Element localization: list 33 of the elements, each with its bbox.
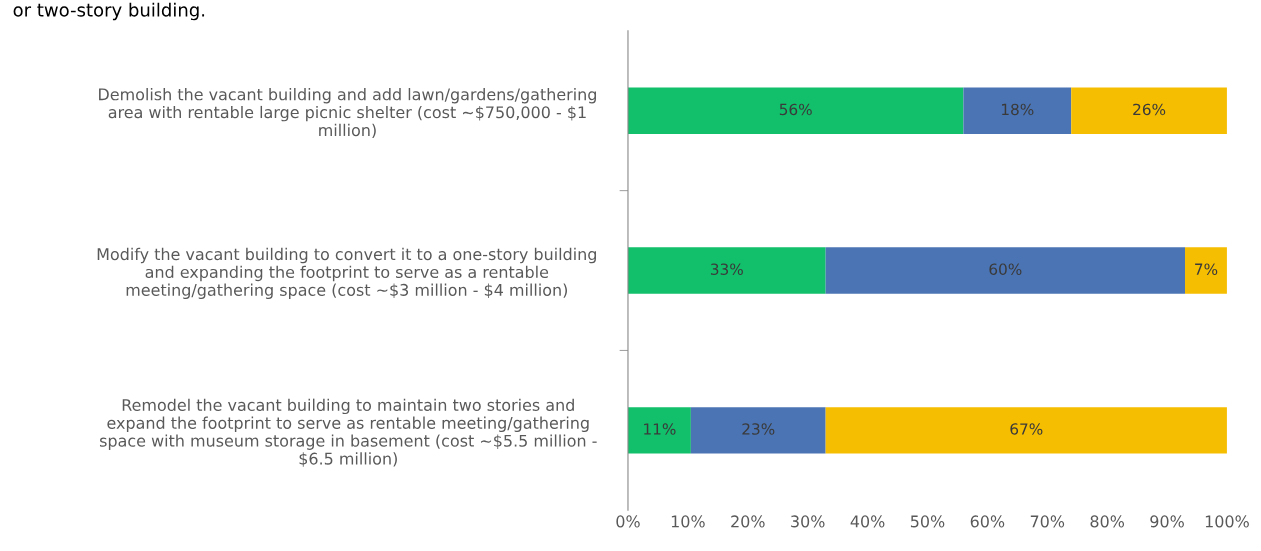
- x-tick-label: 40%: [850, 515, 885, 528]
- data-label: 33%: [711, 263, 743, 275]
- bar: [963, 87, 1072, 134]
- x-tick-label: 10%: [671, 515, 705, 528]
- x-tick-label: 0%: [616, 515, 640, 528]
- text: or two-story building.: [13, 2, 205, 21]
- x-tick-label: 90%: [1150, 515, 1184, 528]
- bar: [627, 247, 826, 294]
- x-tick-label: 30%: [791, 515, 825, 528]
- bar: [627, 87, 964, 134]
- x-tick-label: 60%: [970, 515, 1005, 528]
- data-label: 67%: [1010, 423, 1043, 435]
- bar: [690, 407, 826, 454]
- y-tick-label: Demolish the vacant building and add lawn/gardens/gathering area with rentable large picnic shelter (cost ~$750,000 - $1 million): [99, 88, 596, 139]
- bar: [1071, 87, 1227, 134]
- x-tick-label: 100%: [1205, 515, 1249, 528]
- data-label: 23%: [742, 423, 775, 435]
- data-label: 11%: [644, 423, 676, 435]
- bar: [825, 407, 1227, 454]
- bar: [825, 247, 1186, 294]
- x-tick-label: 70%: [1030, 515, 1065, 528]
- data-label: 56%: [779, 103, 812, 116]
- y-tick-label: Remodel the vacant building to maintain two stories and expand the footprint to serve as rentable meeting/gathering space with museum storage in basement (cost ~$5.5 million - $6.5 million): [99, 398, 597, 467]
- data-label: 26%: [1133, 103, 1166, 116]
- bar: [1185, 247, 1227, 294]
- data-label: 18%: [1002, 103, 1034, 116]
- data-label: 60%: [989, 263, 1022, 275]
- bar: [627, 407, 691, 454]
- x-tick-label: 50%: [910, 515, 945, 528]
- data-label: 7%: [1195, 263, 1218, 275]
- x-tick-label: 80%: [1090, 515, 1125, 528]
- x-tick-label: 20%: [731, 515, 765, 528]
- y-tick-label: Modify the vacant building to convert it to a one-story building and expanding the footprint to serve as a rentable meeting/gathering space (cost ~$3 million - $4 million): [97, 247, 596, 300]
